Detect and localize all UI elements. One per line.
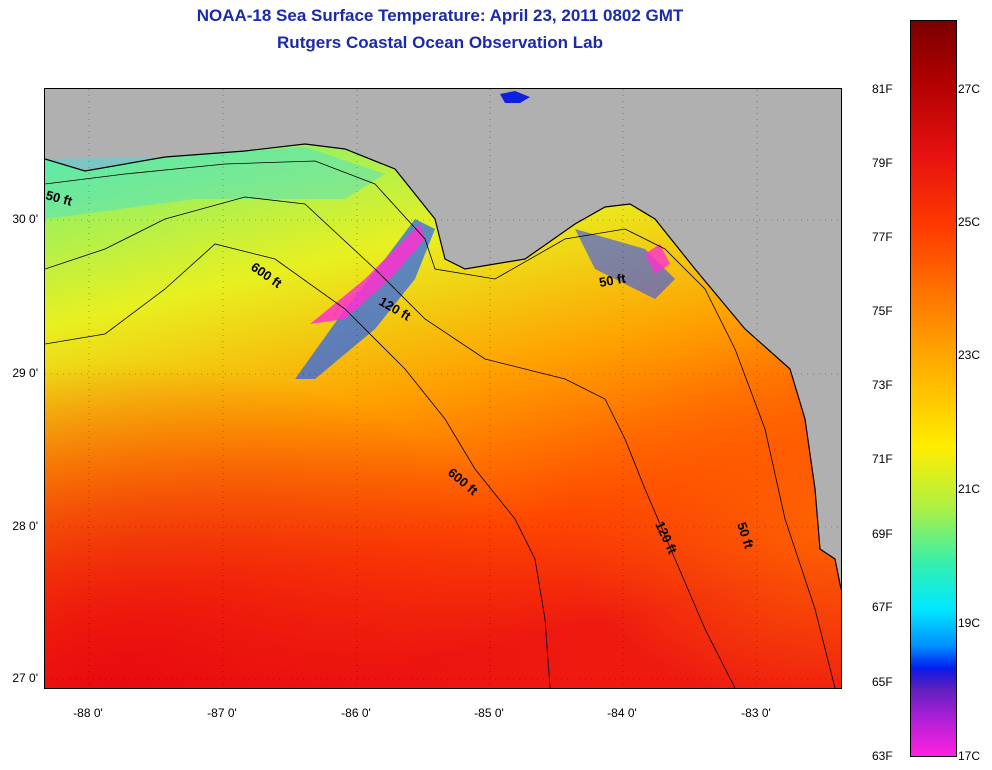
colorbar-label-71f: 71F <box>872 452 893 466</box>
lon-label-88: -88 0' <box>73 706 103 720</box>
colorbar-label-67f: 67F <box>872 600 893 614</box>
lon-label-83: -83 0' <box>741 706 771 720</box>
lat-label-29: 29 0' <box>12 366 38 380</box>
colorbar-label-73f: 73F <box>872 378 893 392</box>
cold-plume-west <box>310 224 425 324</box>
colorbar-label-21c: 21C <box>958 482 981 496</box>
colorbar-label-81f: 81F <box>872 82 893 96</box>
colorbar-label-75f: 75F <box>872 304 893 318</box>
lon-label-86: -86 0' <box>341 706 371 720</box>
map-subtitle: Rutgers Coastal Ocean Observation Lab <box>277 33 603 52</box>
cold-plume-east <box>645 244 670 274</box>
contour-label-50-west: 50 ft <box>45 187 75 209</box>
graticule <box>45 89 841 688</box>
lon-label-85: -85 0' <box>474 706 504 720</box>
colorbar-label-19c: 19C <box>958 616 981 630</box>
lat-label-27: 27 0' <box>12 671 38 685</box>
colorbar-label-17c: 17C <box>958 749 981 763</box>
colorbar-label-27c: 27C <box>958 82 981 96</box>
lon-label-87: -87 0' <box>207 706 237 720</box>
sst-map-svg: 50 ft 600 ft 120 ft 50 ft 600 ft 120 ft … <box>45 89 841 688</box>
map-title: NOAA-18 Sea Surface Temperature: April 2… <box>196 6 684 25</box>
contour-label-50-east: 50 ft <box>598 270 628 290</box>
lake <box>500 91 530 103</box>
lat-label-28: 28 0' <box>12 519 38 533</box>
colorbar-label-25c: 25C <box>958 215 981 229</box>
lat-label-30: 30 0' <box>12 212 38 226</box>
cool-band-coast <box>45 147 385 219</box>
colorbar-label-65f: 65F <box>872 675 893 689</box>
colorbar-label-77f: 77F <box>872 230 893 244</box>
contour-50ft <box>45 160 836 688</box>
temperature-colorbar <box>910 20 957 757</box>
sst-map[interactable]: 50 ft 600 ft 120 ft 50 ft 600 ft 120 ft … <box>44 88 842 689</box>
colorbar-label-79f: 79F <box>872 156 893 170</box>
colorbar-label-63f: 63F <box>872 749 893 763</box>
lon-label-84: -84 0' <box>607 706 637 720</box>
contour-600ft <box>45 243 551 688</box>
colorbar-label-23c: 23C <box>958 348 981 362</box>
contour-120ft <box>45 196 736 688</box>
cool-plume-east <box>575 229 675 299</box>
colorbar-label-69f: 69F <box>872 527 893 541</box>
coastline <box>45 143 841 590</box>
